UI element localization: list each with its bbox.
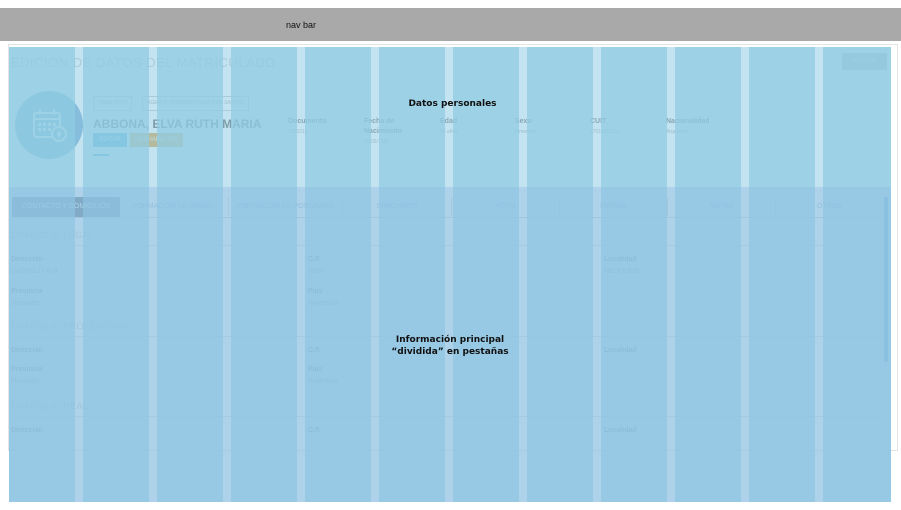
active-underline	[93, 154, 109, 156]
label-localidad: Localidad	[604, 256, 637, 263]
tab-sanciones[interactable]: SANCIONES	[376, 203, 418, 210]
agent-badge: AGENTE: FORMANDO AGUSTIN SASTRE	[142, 96, 250, 111]
tab-formacion-posgrado[interactable]: FORMACIÓN DE POSGRADO	[237, 203, 334, 210]
annotation-tabs-line1: Información principal	[395, 335, 505, 345]
divider	[11, 245, 884, 246]
label-provincia: Provincia	[11, 288, 43, 295]
field-value-sexo: femenino	[515, 129, 536, 135]
value-pais: Argentina	[308, 300, 338, 307]
field-label-sexo: Sexo	[515, 118, 532, 125]
divider	[11, 416, 884, 417]
label-localidad: Localidad	[604, 347, 637, 354]
field-value-edad: 56 años	[440, 129, 458, 135]
field-label-documento: Documento	[288, 118, 327, 125]
section-title-domicilio-profesional: DOMICILIO PROFESIONAL	[11, 321, 131, 331]
page-title: EDICIÓN DE DATOS DEL MATRICULADO	[11, 55, 276, 70]
label-pais: País	[308, 288, 323, 295]
annotation-tabs-line2: “dividida” en pestañas	[391, 347, 509, 357]
section-title-domicilio-real: DOMICILIO REAL	[11, 401, 89, 411]
tab-formacion-grado[interactable]: FORMACIÓN DE GRADO	[132, 203, 216, 210]
label-cp: C.P.	[308, 256, 321, 263]
field-label-edad: Edad	[440, 118, 458, 125]
tab-contacto-domicilios[interactable]: CONTACTO Y DOMICILIOS	[12, 197, 120, 217]
label-direccion: Dirección	[11, 427, 43, 434]
nav-bar-label: nav bar	[286, 20, 317, 30]
value-cp: 8300	[308, 268, 324, 275]
value-pais: Argentina	[308, 378, 338, 385]
value-provincia: Neuquén	[11, 378, 40, 385]
field-label-nacionalidad: Nacionalidad	[666, 118, 710, 125]
back-button[interactable]: VOLVER	[842, 53, 887, 70]
value-direccion: CASTELLI 424	[11, 268, 58, 275]
label-direccion: Dirección	[11, 256, 43, 263]
label-localidad: Localidad	[604, 427, 637, 434]
scrollbar[interactable]	[884, 197, 888, 362]
calendar-icon	[33, 109, 67, 142]
edit-button[interactable]: EDITAR	[93, 133, 127, 147]
avatar	[15, 91, 83, 159]
disable-button[interactable]: DESHABILITAR	[130, 133, 183, 147]
tab-foto[interactable]: FOTO	[495, 203, 516, 210]
label-provincia: Provincia	[11, 366, 43, 373]
field-label-fecha-nacimiento: Fecha de Nacimiento	[364, 118, 402, 135]
label-direccion: Dirección	[11, 347, 43, 354]
field-value-nacionalidad: Argentina	[666, 129, 688, 135]
nav-bar	[0, 8, 901, 41]
tab-notas[interactable]: NOTAS	[709, 203, 734, 210]
status-badge: HABILITADO	[93, 96, 133, 111]
field-value-fecha-nacimiento: 20/05/1965	[364, 139, 390, 145]
value-provincia: Neuquén	[11, 300, 40, 307]
label-cp: C.P.	[308, 427, 321, 434]
person-name: ABBONA, ELVA RUTH MARIA	[93, 117, 262, 131]
value-localidad: NEUQUEN	[604, 268, 640, 275]
tabs-underline	[11, 217, 884, 218]
field-value-cuit: 27013952151	[590, 129, 621, 135]
section-title-domicilio-legal: DOMICILIO LEGAL	[11, 230, 95, 240]
tab-otros[interactable]: OTROS	[817, 203, 842, 210]
label-cp: C.P.	[308, 347, 321, 354]
tab-firmas[interactable]: FIRMAS	[600, 203, 627, 210]
label-pais: País	[308, 366, 323, 373]
field-value-documento: 1395215	[288, 129, 308, 135]
field-label-cuit: CUIT	[590, 118, 607, 125]
annotation-personal-data: Datos personales	[408, 99, 497, 109]
